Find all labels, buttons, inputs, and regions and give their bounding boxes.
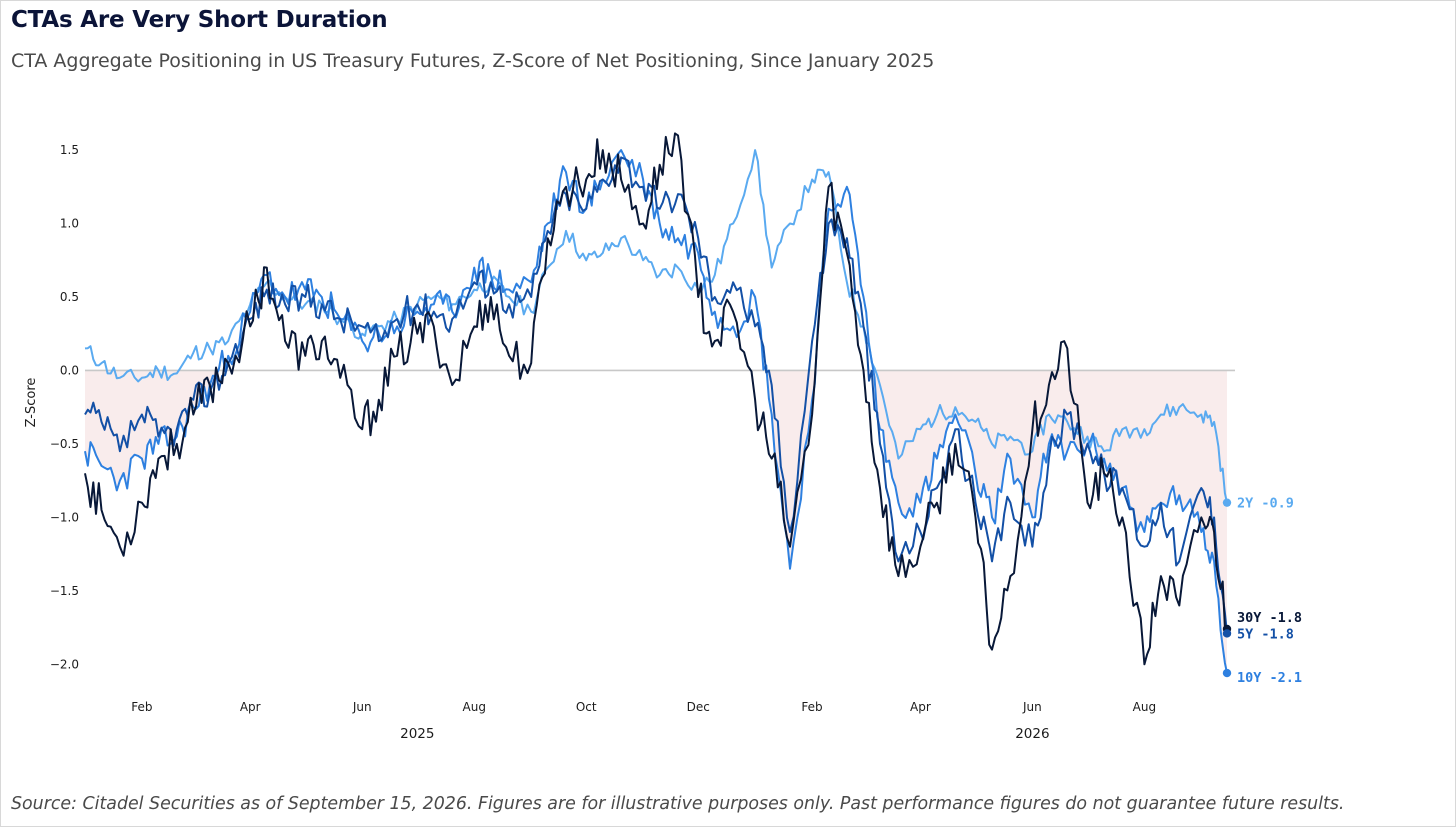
x-year-label: 2026 [1015, 726, 1049, 742]
x-tick-label: Oct [576, 700, 597, 714]
x-tick-label: Feb [801, 700, 822, 714]
series-line-10y [84, 149, 1228, 674]
y-tick-label: 1.0 [60, 217, 79, 231]
x-tick-label: Feb [131, 700, 152, 714]
x-tick-label: Dec [687, 700, 710, 714]
end-label-2y: 2Y -0.9 [1237, 496, 1294, 512]
series-line-5y [84, 156, 1228, 634]
x-tick-label: Aug [463, 700, 486, 714]
y-tick-label: −1.5 [50, 584, 79, 598]
x-tick-label: Apr [240, 700, 261, 714]
x-tick-label: Jun [352, 700, 372, 714]
line-chart: 1.5 1.0 0.5 0.0 −0.5 −1.0 −1.5 −2.0 Z-Score Feb Ap… [24, 132, 1302, 742]
end-marker-2y [1222, 498, 1232, 507]
y-tick-label: −0.5 [50, 437, 79, 451]
x-tick-label: Apr [910, 700, 931, 714]
end-label-10y: 10Y -2.1 [1237, 670, 1302, 686]
x-tick-label: Jun [1022, 700, 1042, 714]
y-tick-label: 0.5 [60, 290, 79, 304]
end-marker-5y [1222, 629, 1232, 638]
x-tick-label: Aug [1133, 700, 1156, 714]
y-tick-label: 0.0 [60, 363, 79, 377]
negative-region-shade [85, 370, 1227, 674]
series-line-30y [84, 132, 1228, 666]
end-label-5y: 5Y -1.8 [1237, 626, 1294, 642]
y-axis-label: Z-Score [24, 378, 39, 428]
x-year-label: 2025 [400, 726, 434, 742]
y-tick-label: −1.0 [50, 510, 79, 524]
chart-subtitle: CTA Aggregate Positioning in US Treasury… [11, 50, 935, 72]
end-marker-10y [1222, 668, 1232, 678]
y-tick-label: 1.5 [60, 143, 79, 157]
y-tick-label: −2.0 [50, 657, 79, 671]
end-label-30y: 30Y -1.8 [1237, 610, 1302, 626]
source-note: Source: Citadel Securities as of Septemb… [11, 794, 1345, 814]
chart-title: CTAs Are Very Short Duration [11, 7, 388, 33]
